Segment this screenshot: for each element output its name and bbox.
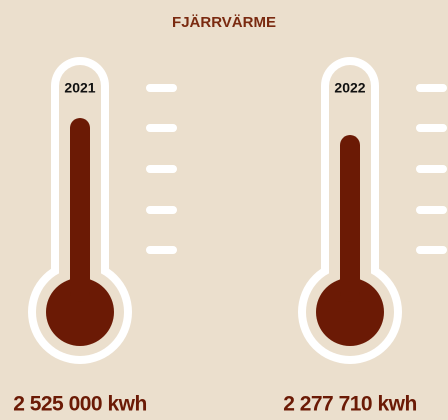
title: FJÄRRVÄRME: [172, 14, 276, 31]
value-label: 2 525 000 kwh: [13, 393, 147, 416]
mercury: [70, 118, 90, 302]
bulb: [46, 278, 114, 346]
bulb: [316, 278, 384, 346]
mercury: [340, 135, 360, 302]
year-label: 2022: [334, 80, 365, 96]
value-label: 2 277 710 kwh: [283, 393, 417, 416]
year-label: 2021: [64, 80, 95, 96]
